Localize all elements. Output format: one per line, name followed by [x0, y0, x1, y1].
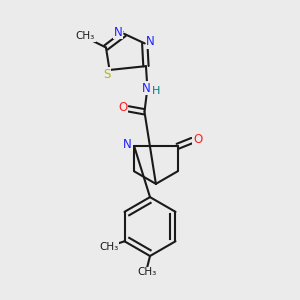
Text: CH₃: CH₃ [137, 267, 157, 277]
Text: O: O [118, 101, 128, 114]
Text: S: S [103, 68, 111, 81]
Text: O: O [193, 133, 202, 146]
Text: N: N [142, 82, 150, 95]
Text: CH₃: CH₃ [76, 31, 95, 41]
Text: N: N [123, 138, 132, 151]
Text: N: N [146, 35, 155, 49]
Text: N: N [114, 26, 123, 39]
Text: CH₃: CH₃ [99, 242, 119, 252]
Text: H: H [152, 85, 160, 96]
